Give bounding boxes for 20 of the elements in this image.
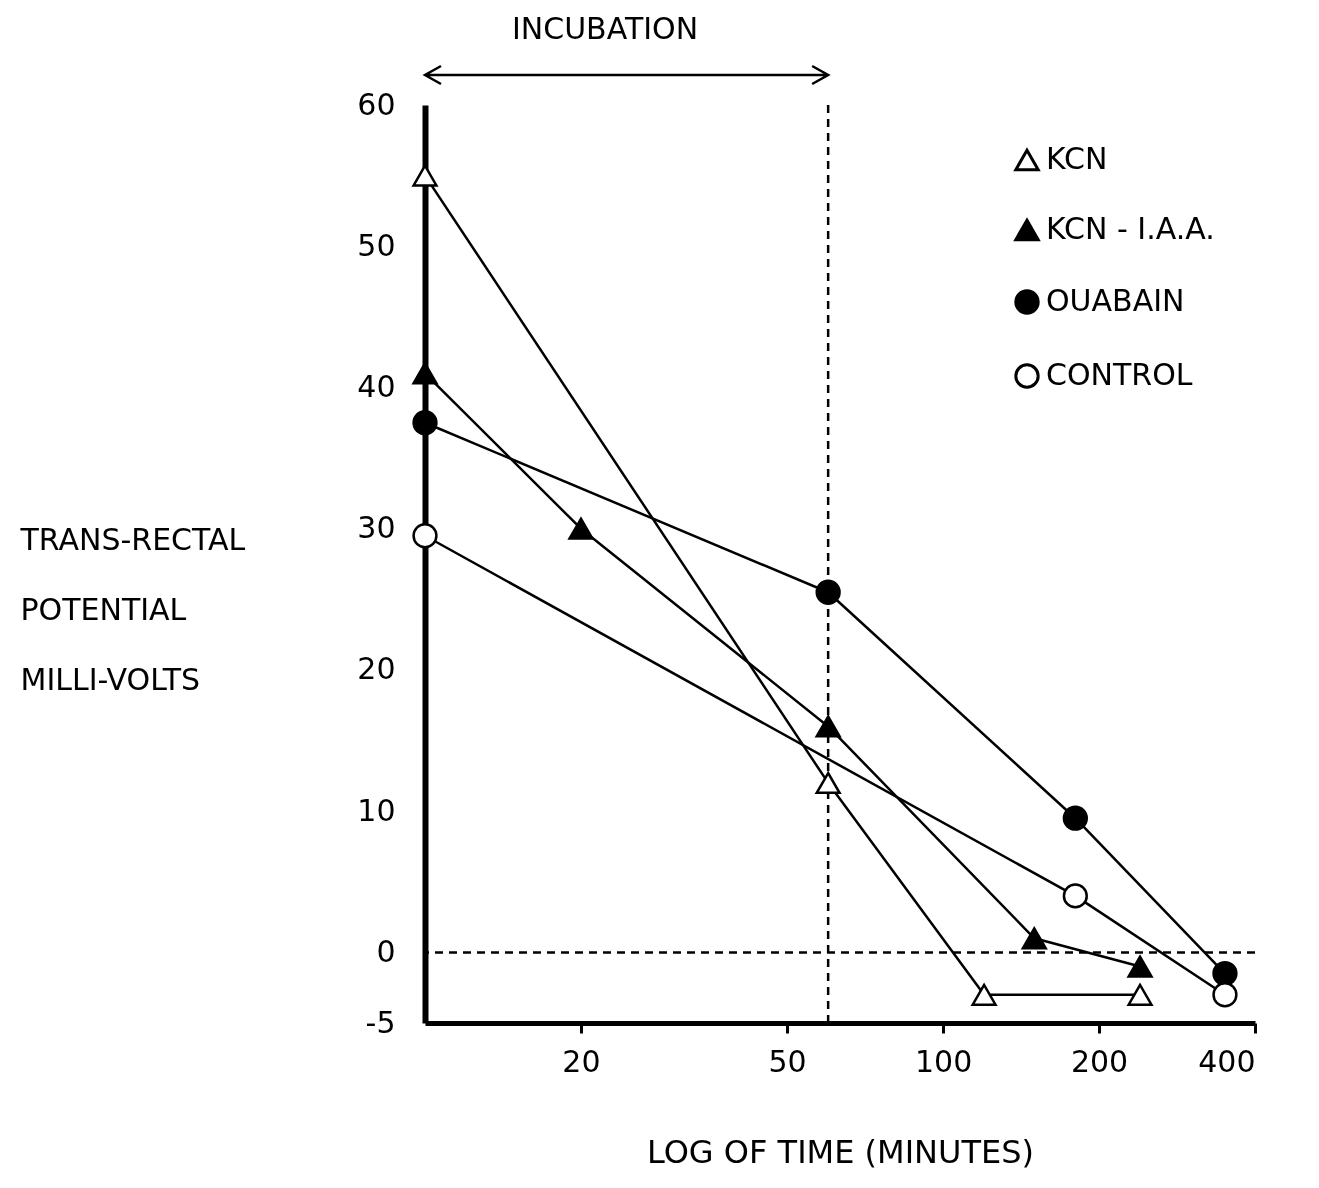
text: INCUBATION: [511, 11, 699, 46]
x-tick-label: 20: [562, 1043, 601, 1079]
y-tick-label: 60: [357, 86, 396, 122]
x-tick-label: 200: [1070, 1043, 1129, 1079]
y-tick-label: -5: [365, 1004, 396, 1040]
legend-label: OUABAIN: [1046, 283, 1185, 318]
legend-label: CONTROL: [1046, 357, 1193, 392]
x-tick-label: 100: [914, 1043, 973, 1079]
y-tick-label: 10: [357, 792, 396, 828]
x-tick-label: 400: [1198, 1043, 1256, 1079]
legend-label: KCN: [1046, 141, 1108, 176]
x-axis-title: LOG OF TIME (MINUTES): [646, 1132, 1035, 1171]
legend-label: KCN - I.A.A.: [1046, 211, 1215, 246]
y-tick-label: 0: [376, 933, 396, 969]
y-axis-title: TRANS-RECTAL POTENTIAL MILLI-VOLTS: [19, 521, 246, 697]
x-tick-label: 50: [768, 1043, 807, 1079]
y-tick-label: 40: [357, 368, 396, 404]
y-tick-label: 30: [357, 510, 396, 546]
y-tick-label: 50: [357, 227, 396, 263]
y-tick-label: 20: [357, 651, 396, 687]
